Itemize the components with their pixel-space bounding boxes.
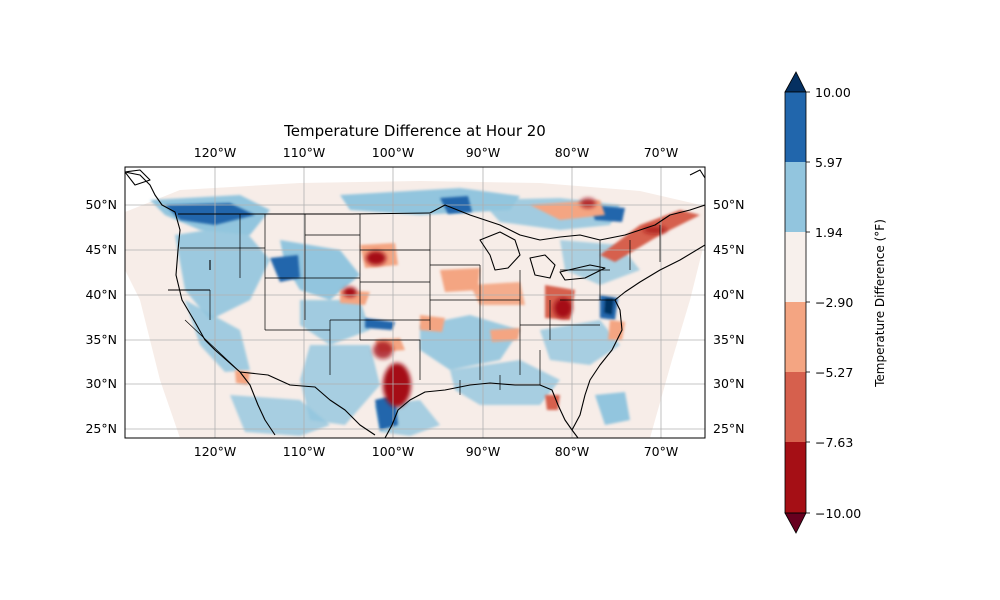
colorbar-level — [785, 372, 806, 442]
state-borders — [180, 214, 661, 395]
lat-label-left: 30°N — [85, 376, 117, 391]
lon-label-top: 110°W — [283, 145, 325, 160]
lat-label-right: 45°N — [713, 242, 745, 257]
lon-label-bottom: 80°W — [555, 444, 590, 459]
map-frame — [124, 166, 706, 439]
data-domain — [125, 181, 705, 438]
colorbar-frame — [784, 91, 807, 514]
colorbar-level — [785, 302, 806, 372]
lat-label-right: 35°N — [713, 332, 745, 347]
lon-label-bottom: 120°W — [194, 444, 236, 459]
lat-label-left: 50°N — [85, 197, 117, 212]
lon-label-top: 90°W — [466, 145, 501, 160]
colorbar-label: Temperature Difference (°F) — [873, 219, 887, 388]
strong-negative-layer — [343, 198, 667, 407]
colorbar-tick-label: −2.90 — [815, 295, 853, 310]
lon-label-bottom: 90°W — [466, 444, 501, 459]
lat-label-right: 40°N — [713, 287, 745, 302]
colorbar-tick-label: −7.63 — [815, 435, 853, 450]
lat-label-right: 50°N — [713, 197, 745, 212]
colorbar-level — [785, 232, 806, 302]
lon-label-top: 100°W — [372, 145, 414, 160]
colorbar-tick-label: −10.00 — [815, 506, 861, 521]
lon-label-top: 120°W — [194, 145, 236, 160]
colorbar-tick-label: 10.00 — [815, 85, 851, 100]
lon-label-bottom: 110°W — [283, 444, 325, 459]
colorbar-tick-label: 5.97 — [815, 155, 843, 170]
lat-label-right: 25°N — [713, 421, 745, 436]
lat-label-left: 45°N — [85, 242, 117, 257]
colorbar-tick-label: 1.94 — [815, 225, 843, 240]
colorbar-level — [785, 162, 806, 232]
colorbar: 10.00 5.97 1.94 −2.90 −5.27 −7.63 −10.00… — [784, 71, 887, 534]
colorbar-extend-bottom — [784, 512, 807, 534]
lon-label-top: 70°W — [644, 145, 679, 160]
chart-title: Temperature Difference at Hour 20 — [284, 122, 546, 140]
colorbar-level — [785, 92, 806, 162]
lon-label-top: 80°W — [555, 145, 590, 160]
lat-label-right: 30°N — [713, 376, 745, 391]
lat-label-left: 35°N — [85, 332, 117, 347]
map-panel — [124, 166, 706, 439]
colorbar-level — [785, 442, 806, 513]
lat-label-left: 25°N — [85, 421, 117, 436]
lon-label-bottom: 100°W — [372, 444, 414, 459]
colorbar-extend-top — [784, 71, 807, 93]
coastlines-and-borders — [125, 169, 705, 438]
lat-label-left: 40°N — [85, 287, 117, 302]
colorbar-tick-label: −5.27 — [815, 365, 853, 380]
lon-label-bottom: 70°W — [644, 444, 679, 459]
